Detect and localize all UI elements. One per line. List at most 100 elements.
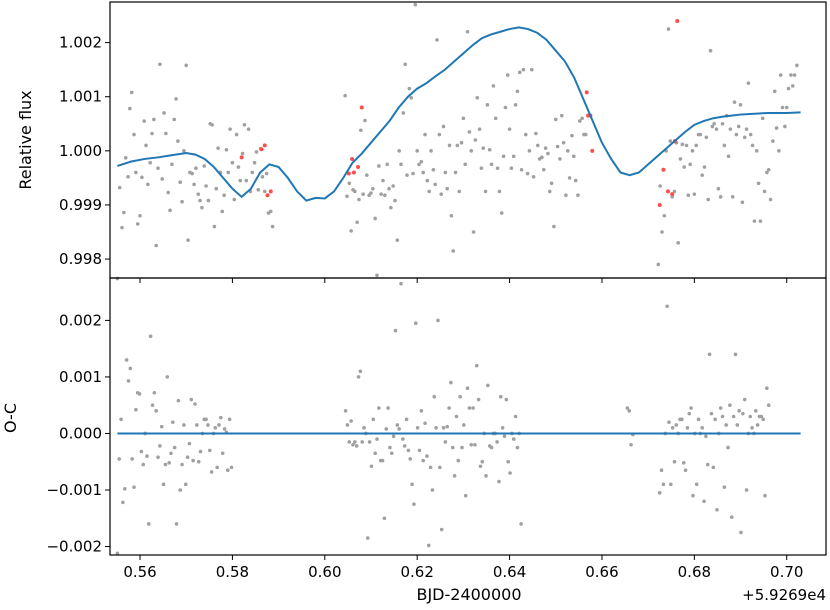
- observations-point: [178, 180, 183, 185]
- residuals-point: [354, 444, 359, 448]
- observations-point: [495, 166, 500, 170]
- residuals-point: [515, 445, 520, 450]
- observations-point: [756, 181, 761, 186]
- observations-point: [401, 111, 406, 115]
- observations-point: [349, 229, 353, 233]
- observations-point: [457, 189, 462, 194]
- residuals-point: [486, 383, 490, 388]
- observations-point: [413, 2, 418, 7]
- observations-point: [399, 162, 403, 167]
- observations-point: [758, 219, 763, 223]
- observations-point: [429, 149, 433, 153]
- residuals-point: [500, 426, 505, 430]
- flagged-point: [351, 170, 356, 175]
- observations-point: [198, 198, 202, 203]
- residuals-point: [670, 426, 675, 430]
- residuals-point: [171, 420, 175, 424]
- residuals-point: [139, 449, 144, 454]
- y-axis-label-oc: O-C: [1, 403, 20, 433]
- residuals-point: [449, 380, 453, 385]
- observations-point: [148, 160, 152, 165]
- observations-point: [656, 262, 661, 267]
- observations-point: [519, 167, 524, 172]
- flagged-point: [359, 105, 364, 110]
- residuals-point: [489, 445, 494, 450]
- observations-point: [363, 118, 367, 123]
- observations-point: [419, 159, 424, 164]
- observations-point: [487, 147, 492, 152]
- observations-point: [740, 200, 745, 205]
- observations-point: [262, 189, 267, 194]
- observations-point: [676, 241, 680, 245]
- observations-point: [792, 73, 797, 77]
- observations-point: [226, 170, 231, 175]
- observations-point: [784, 105, 789, 110]
- observations-point: [535, 143, 540, 148]
- x-tick-label: 0.62: [400, 563, 433, 581]
- residuals-point: [733, 352, 738, 357]
- observations-point: [771, 139, 775, 143]
- y-tick-label: −0.002: [46, 538, 102, 556]
- residuals-point: [720, 414, 725, 419]
- observations-point: [746, 81, 751, 85]
- residuals-point: [700, 426, 704, 430]
- y-tick-label: 0.000: [59, 424, 102, 442]
- residuals-point: [735, 423, 740, 427]
- residuals-point: [715, 507, 719, 512]
- observations-point: [126, 175, 130, 179]
- observations-point: [527, 149, 532, 153]
- residuals-point: [189, 397, 194, 402]
- residuals-point: [115, 551, 120, 556]
- residuals-point: [456, 458, 461, 463]
- residuals-point: [753, 409, 758, 413]
- observations-point: [222, 193, 226, 197]
- y-tick-label: 1.000: [59, 142, 102, 160]
- observations-point: [435, 38, 439, 42]
- observations-point: [546, 151, 550, 156]
- residuals-point: [345, 423, 350, 427]
- observations-point: [238, 178, 243, 183]
- residuals-point: [499, 394, 503, 399]
- observations-point: [577, 119, 582, 123]
- residuals-point: [360, 440, 365, 444]
- residuals-point: [436, 318, 440, 323]
- observations-point: [449, 213, 454, 218]
- observations-point: [256, 187, 261, 192]
- observations-point: [453, 170, 458, 175]
- observations-point: [561, 140, 566, 145]
- observations-point: [742, 135, 747, 140]
- observations-point: [549, 181, 554, 186]
- residuals-point: [750, 426, 754, 430]
- observations-point: [547, 189, 552, 194]
- residuals-point: [401, 437, 405, 441]
- observations-point: [220, 209, 225, 214]
- residuals-point: [213, 426, 218, 430]
- observations-point: [752, 219, 757, 223]
- observations-point: [395, 238, 400, 242]
- residuals-point: [154, 409, 158, 413]
- residuals-point: [659, 468, 664, 473]
- observations-point: [164, 131, 168, 136]
- observations-point: [423, 132, 427, 137]
- residuals-point: [183, 482, 188, 487]
- residuals-point: [765, 386, 769, 391]
- residuals-point: [739, 530, 743, 535]
- observations-point: [463, 162, 468, 167]
- residuals-point: [176, 398, 181, 403]
- y-tick-label: 1.002: [59, 34, 102, 52]
- observations-point: [160, 177, 164, 181]
- observations-point: [778, 73, 783, 77]
- residuals-point: [625, 406, 630, 410]
- residuals-point: [443, 440, 448, 444]
- residuals-point: [694, 482, 699, 487]
- observations-point: [774, 126, 779, 130]
- observations-point: [505, 73, 510, 77]
- observations-point: [156, 166, 160, 170]
- observations-point: [403, 62, 407, 67]
- observations-point: [158, 62, 162, 67]
- observations-point: [722, 143, 727, 148]
- residuals-point: [141, 462, 146, 467]
- flagged-point: [666, 189, 671, 194]
- observations-point: [194, 166, 198, 170]
- observations-point: [365, 173, 369, 177]
